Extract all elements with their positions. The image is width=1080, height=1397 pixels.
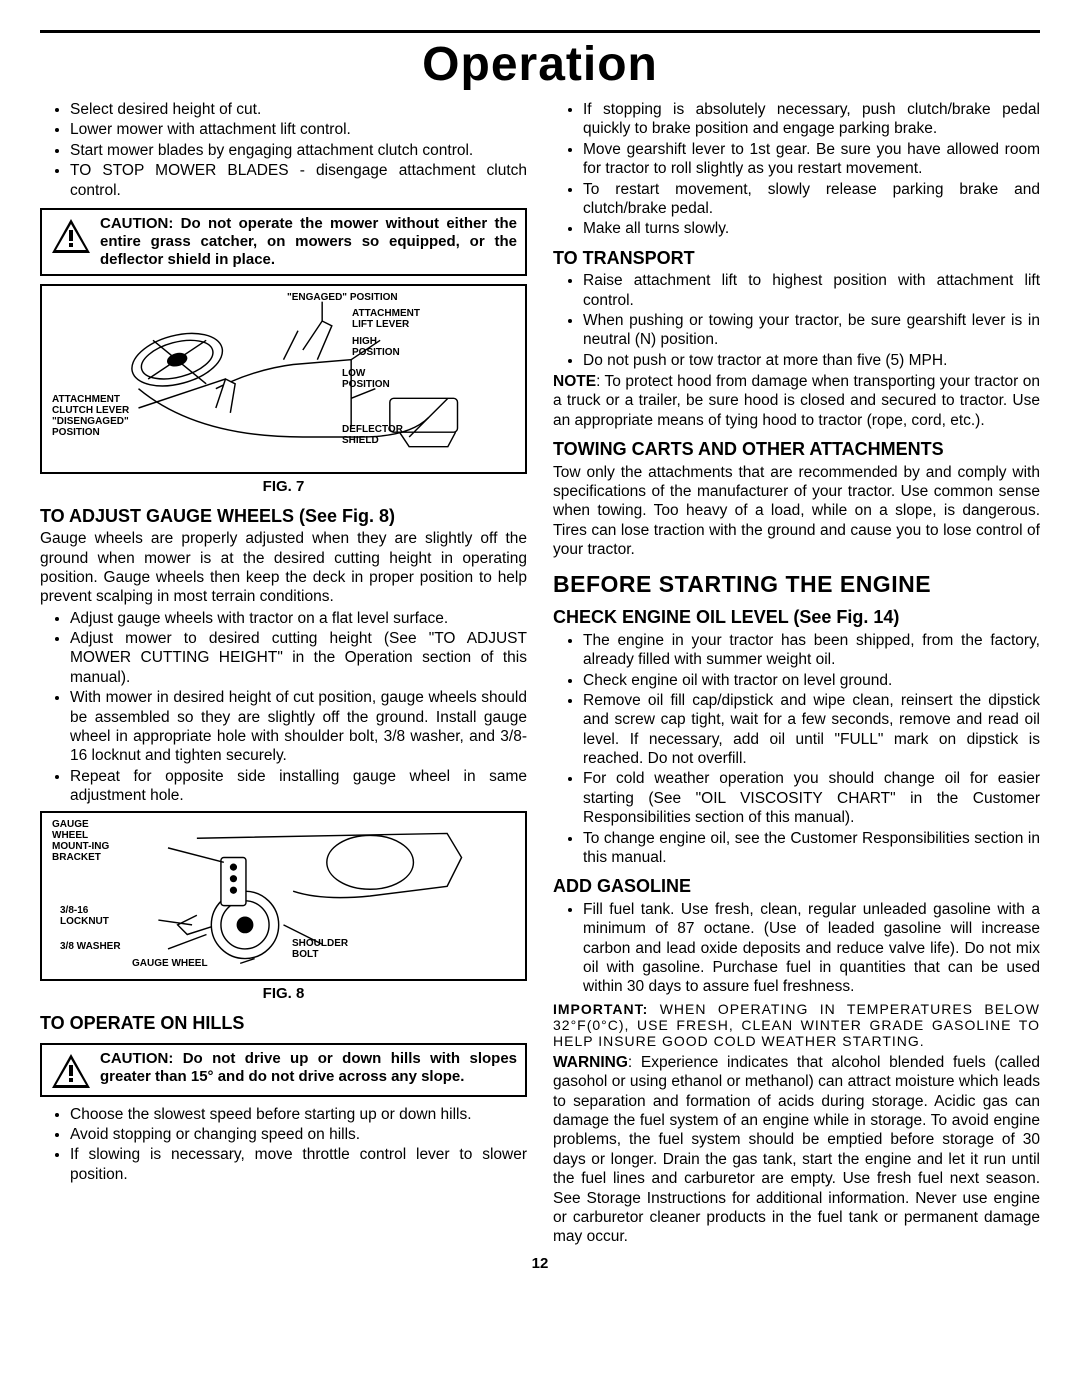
diagram-label: HIGH POSITION bbox=[352, 336, 422, 358]
list-item: Choose the slowest speed before starting… bbox=[70, 1105, 527, 1124]
transport-note: NOTE: To protect hood from damage when t… bbox=[553, 372, 1040, 430]
warning-icon bbox=[50, 217, 92, 255]
page-title: Operation bbox=[40, 37, 1040, 92]
heading-towing: TOWING CARTS AND OTHER ATTACHMENTS bbox=[553, 438, 1040, 461]
list-item: For cold weather operation you should ch… bbox=[583, 769, 1040, 827]
list-item: Select desired height of cut. bbox=[70, 100, 527, 119]
gasoline-warning: WARNING: Experience indicates that alcoh… bbox=[553, 1053, 1040, 1247]
list-item: Avoid stopping or changing speed on hill… bbox=[70, 1125, 527, 1144]
diagram-label: 3/8-16 LOCKNUT bbox=[60, 905, 120, 927]
adjust-gauge-bullets: Adjust gauge wheels with tractor on a fl… bbox=[40, 609, 527, 806]
figure-8-box: GAUGE WHEEL MOUNT-ING BRACKET 3/8-16 LOC… bbox=[40, 811, 527, 981]
figure-7-box: "ENGAGED" POSITION ATTACHMENT LIFT LEVER… bbox=[40, 284, 527, 474]
list-item: The engine in your tractor has been ship… bbox=[583, 631, 1040, 670]
right-column: If stopping is absolutely necessary, pus… bbox=[553, 98, 1040, 1249]
list-item: Raise attachment lift to highest positio… bbox=[583, 271, 1040, 310]
list-item: Adjust mower to desired cutting height (… bbox=[70, 629, 527, 687]
list-item: Start mower blades by engaging attachmen… bbox=[70, 141, 527, 160]
list-item: To restart movement, slowly release park… bbox=[583, 180, 1040, 219]
diagram-label: 3/8 WASHER bbox=[60, 941, 121, 952]
list-item: When pushing or towing your tractor, be … bbox=[583, 311, 1040, 350]
warning-text: : Experience indicates that alcohol blen… bbox=[553, 1054, 1040, 1245]
hills-bullets: Choose the slowest speed before starting… bbox=[40, 1105, 527, 1185]
list-item: Lower mower with attachment lift control… bbox=[70, 120, 527, 139]
intro-bullets: Select desired height of cut. Lower mowe… bbox=[40, 100, 527, 200]
left-column: Select desired height of cut. Lower mowe… bbox=[40, 98, 527, 1249]
diagram-label: "ENGAGED" POSITION bbox=[287, 292, 398, 303]
heading-check-oil: CHECK ENGINE OIL LEVEL (See Fig. 14) bbox=[553, 606, 1040, 629]
list-item: Remove oil fill cap/dipstick and wipe cl… bbox=[583, 691, 1040, 769]
para-adjust-gauge: Gauge wheels are properly adjusted when … bbox=[40, 529, 527, 607]
list-item: Make all turns slowly. bbox=[583, 219, 1040, 238]
check-oil-bullets: The engine in your tractor has been ship… bbox=[553, 631, 1040, 868]
list-item: If slowing is necessary, move throttle c… bbox=[70, 1145, 527, 1184]
warning-icon bbox=[50, 1052, 92, 1090]
top-rule bbox=[40, 30, 1040, 33]
diagram-label: GAUGE WHEEL MOUNT-ING BRACKET bbox=[52, 819, 122, 863]
figure-7-diagram bbox=[48, 292, 519, 466]
list-item: If stopping is absolutely necessary, pus… bbox=[583, 100, 1040, 139]
transport-bullets: Raise attachment lift to highest positio… bbox=[553, 271, 1040, 370]
diagram-label: DEFLECTOR SHIELD bbox=[342, 424, 422, 446]
list-item: To change engine oil, see the Customer R… bbox=[583, 829, 1040, 868]
top-right-bullets: If stopping is absolutely necessary, pus… bbox=[553, 100, 1040, 239]
page-number: 12 bbox=[40, 1255, 1040, 1272]
figure-8-label: FIG. 8 bbox=[40, 985, 527, 1004]
heading-adjust-gauge: TO ADJUST GAUGE WHEELS (See Fig. 8) bbox=[40, 505, 527, 528]
caution-text: CAUTION: Do not operate the mower withou… bbox=[100, 215, 517, 269]
caution-box-hills: CAUTION: Do not drive up or down hills w… bbox=[40, 1043, 527, 1097]
list-item: Do not push or tow tractor at more than … bbox=[583, 351, 1040, 370]
heading-transport: TO TRANSPORT bbox=[553, 247, 1040, 270]
diagram-label: ATTACHMENT CLUTCH LEVER "DISENGAGED" POS… bbox=[52, 394, 152, 438]
heading-hills: TO OPERATE ON HILLS bbox=[40, 1012, 527, 1035]
important-label: IMPORTANT: bbox=[553, 1001, 648, 1017]
gasoline-bullets: Fill fuel tank. Use fresh, clean, regula… bbox=[553, 900, 1040, 997]
list-item: Move gearshift lever to 1st gear. Be sur… bbox=[583, 140, 1040, 179]
caution-text: CAUTION: Do not drive up or down hills w… bbox=[100, 1050, 517, 1086]
list-item: Repeat for opposite side installing gaug… bbox=[70, 767, 527, 806]
list-item: Check engine oil with tractor on level g… bbox=[583, 671, 1040, 690]
figure-7-label: FIG. 7 bbox=[40, 478, 527, 497]
caution-box-mower: CAUTION: Do not operate the mower withou… bbox=[40, 208, 527, 276]
towing-para: Tow only the attachments that are recomm… bbox=[553, 463, 1040, 560]
content-columns: Select desired height of cut. Lower mowe… bbox=[40, 98, 1040, 1249]
diagram-label: SHOULDER BOLT bbox=[292, 938, 362, 960]
list-item: Adjust gauge wheels with tractor on a fl… bbox=[70, 609, 527, 628]
warning-label: WARNING bbox=[553, 1054, 628, 1071]
gasoline-important: IMPORTANT: WHEN OPERATING IN TEMPERATURE… bbox=[553, 1001, 1040, 1049]
list-item: TO STOP MOWER BLADES - disengage attachm… bbox=[70, 161, 527, 200]
diagram-label: GAUGE WHEEL bbox=[132, 958, 208, 969]
diagram-label: LOW POSITION bbox=[342, 368, 412, 390]
list-item: With mower in desired height of cut posi… bbox=[70, 688, 527, 766]
heading-before-start: BEFORE STARTING THE ENGINE bbox=[553, 570, 1040, 599]
note-label: NOTE bbox=[553, 373, 596, 390]
diagram-label: ATTACHMENT LIFT LEVER bbox=[352, 308, 442, 330]
note-text: : To protect hood from damage when trans… bbox=[553, 373, 1040, 429]
list-item: Fill fuel tank. Use fresh, clean, regula… bbox=[583, 900, 1040, 997]
heading-gasoline: ADD GASOLINE bbox=[553, 875, 1040, 898]
